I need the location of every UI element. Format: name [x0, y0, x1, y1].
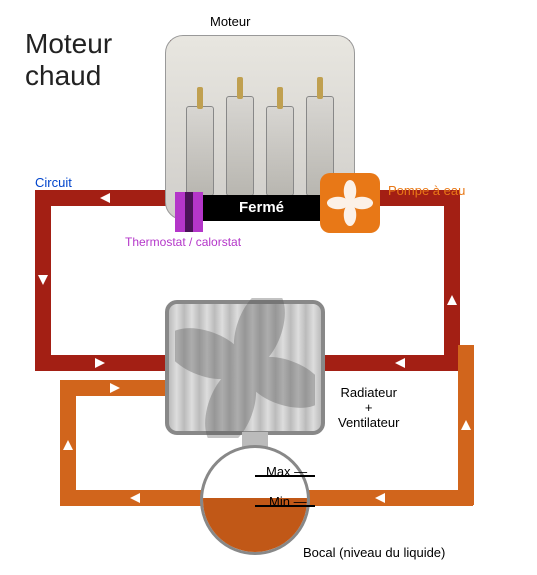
radiator-fan-icon	[175, 298, 315, 438]
flow-arrow-up	[447, 295, 457, 305]
piston-1	[186, 106, 214, 196]
diagram-canvas: Moteur chaud Fermé	[0, 0, 537, 575]
pipe-return	[305, 490, 473, 506]
pump-fan-icon	[326, 179, 374, 227]
water-pump	[320, 173, 380, 233]
radiateur-label: Radiateur + Ventilateur	[338, 385, 399, 430]
thermostat-valve	[175, 192, 203, 232]
pipe-hot	[325, 355, 460, 371]
moteur-label: Moteur	[210, 14, 250, 29]
bocal-label: Bocal (niveau du liquide)	[303, 545, 445, 560]
closed-indicator: Fermé	[203, 195, 320, 221]
flow-arrow-up	[461, 420, 471, 430]
flow-arrow-up	[63, 440, 73, 450]
flow-arrow-left	[130, 493, 140, 503]
max-label: Max —	[266, 464, 307, 479]
pompe-label: Pompe à eau	[388, 183, 465, 198]
main-title: Moteur chaud	[25, 28, 112, 92]
flow-arrow-right	[95, 358, 105, 368]
piston-3	[266, 106, 294, 196]
flow-arrow-left	[100, 193, 110, 203]
pipe-return	[60, 380, 180, 396]
min-label: Min —	[269, 494, 307, 509]
pipe-hot	[35, 355, 180, 371]
flow-arrow-left	[375, 493, 385, 503]
flow-arrow-down	[38, 275, 48, 285]
thermostat-label: Thermostat / calorstat	[125, 235, 241, 249]
pipe-hot	[444, 190, 460, 370]
title-line1: Moteur	[25, 28, 112, 60]
piston-2	[226, 96, 254, 196]
circuit-label: Circuit	[35, 175, 72, 190]
flow-arrow-left	[395, 358, 405, 368]
flow-arrow-right	[110, 383, 120, 393]
title-line2: chaud	[25, 60, 112, 92]
closed-label: Fermé	[239, 199, 284, 216]
